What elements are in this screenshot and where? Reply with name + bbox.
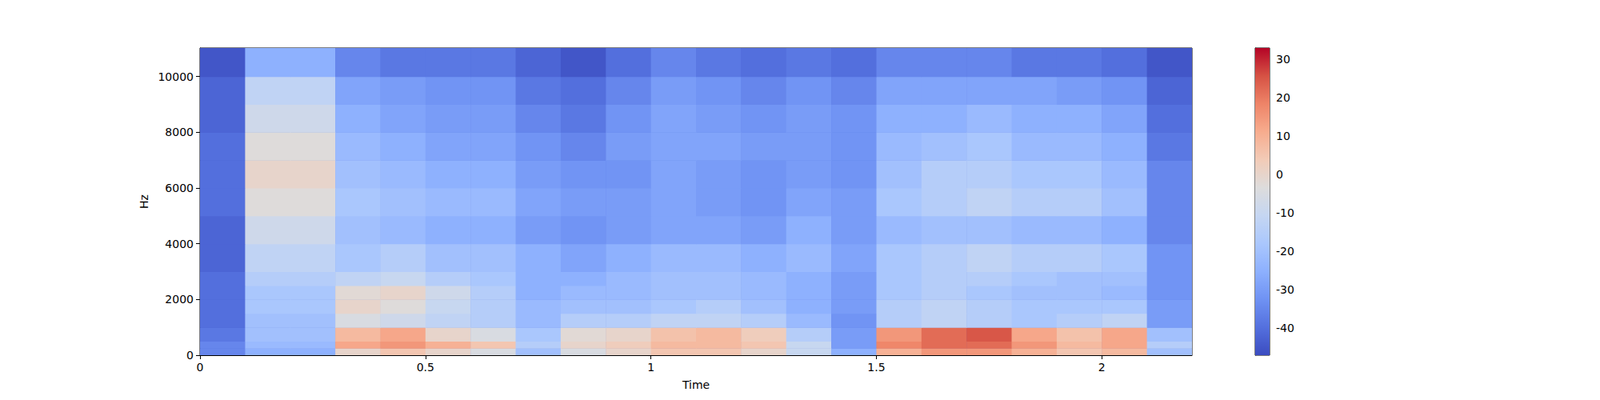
svg-text:0.5: 0.5	[416, 360, 435, 374]
svg-text:-20: -20	[1276, 244, 1295, 258]
svg-text:-30: -30	[1276, 283, 1295, 296]
svg-text:10000: 10000	[157, 70, 194, 84]
svg-text:6000: 6000	[164, 181, 194, 195]
svg-text:1: 1	[647, 360, 655, 374]
svg-text:30: 30	[1276, 52, 1291, 66]
svg-text:20: 20	[1276, 91, 1291, 104]
svg-text:Time: Time	[681, 378, 710, 392]
svg-text:-10: -10	[1276, 206, 1295, 220]
svg-text:10: 10	[1276, 129, 1291, 143]
svg-text:0: 0	[186, 348, 194, 362]
svg-text:2: 2	[1098, 360, 1106, 374]
svg-text:1.5: 1.5	[867, 360, 885, 374]
svg-text:2000: 2000	[164, 292, 194, 306]
svg-text:4000: 4000	[164, 237, 194, 251]
svg-text:0: 0	[1276, 168, 1284, 181]
svg-text:-40: -40	[1276, 321, 1295, 335]
svg-text:0: 0	[196, 360, 204, 374]
svg-text:8000: 8000	[164, 125, 194, 139]
svg-text:Hz: Hz	[137, 194, 151, 209]
